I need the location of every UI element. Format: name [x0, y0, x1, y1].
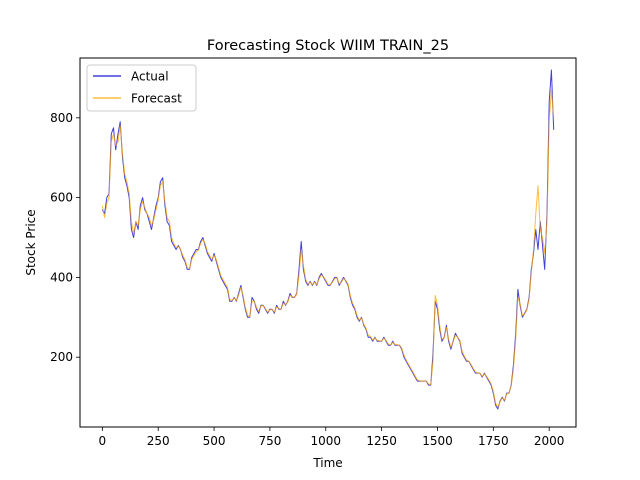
y-axis: 200 400 600 800: [50, 111, 80, 364]
plot-area: [101, 69, 555, 410]
y-tick-label: 600: [50, 191, 73, 205]
y-tick-label: 800: [50, 111, 73, 125]
y-axis-label: Stock Price: [24, 209, 38, 275]
legend-label-forecast: Forecast: [131, 92, 182, 106]
chart-title: Forecasting Stock WIIM TRAIN_25: [207, 38, 449, 54]
x-tick-label: 500: [203, 434, 226, 448]
y-tick-label: 400: [50, 270, 73, 284]
x-axis: 0 250 500 750 1000 1250 1500 1750 2000: [99, 427, 565, 448]
series-line-forecast: [101, 89, 555, 408]
legend: Actual Forecast: [86, 64, 197, 112]
x-tick-label: 2000: [534, 434, 565, 448]
x-tick-label: 750: [258, 434, 281, 448]
plot-frame: [79, 57, 577, 428]
y-tick-label: 200: [50, 350, 73, 364]
x-tick-label: 1500: [422, 434, 453, 448]
x-tick-label: 250: [147, 434, 170, 448]
x-axis-label: Time: [312, 456, 342, 470]
x-tick-label: 1000: [310, 434, 341, 448]
legend-label-actual: Actual: [131, 70, 169, 84]
x-tick-label: 0: [99, 434, 107, 448]
x-tick-label: 1250: [366, 434, 397, 448]
x-tick-label: 1750: [478, 434, 509, 448]
